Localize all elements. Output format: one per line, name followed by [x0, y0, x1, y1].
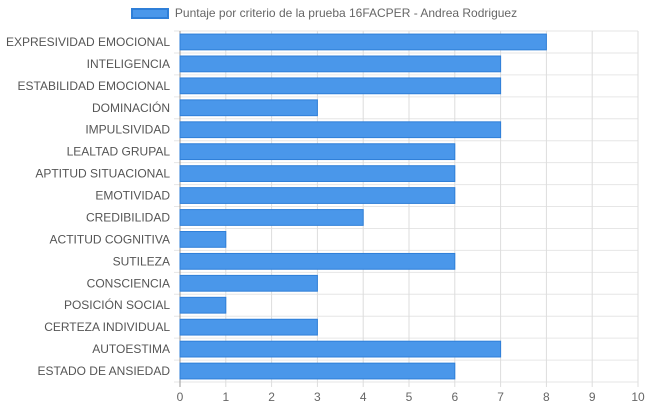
y-category-label: AUTOESTIMA	[92, 342, 170, 356]
bar	[179, 121, 502, 139]
x-tick-label: 0	[177, 390, 184, 404]
bar	[179, 274, 318, 292]
x-tick-label: 8	[543, 390, 550, 404]
bar	[179, 296, 227, 314]
y-category-label: LEALTAD GRUPAL	[67, 145, 171, 159]
y-category-label: EMOTIVIDAD	[95, 189, 170, 203]
bar	[179, 252, 456, 270]
bar	[179, 55, 502, 73]
x-tick-label: 10	[631, 390, 645, 404]
x-tick-label: 3	[314, 390, 321, 404]
bar	[179, 77, 502, 95]
y-category-label: EXPRESIVIDAD EMOCIONAL	[6, 35, 170, 49]
bar	[179, 209, 364, 226]
y-category-label: CERTEZA INDIVIDUAL	[44, 320, 170, 334]
y-category-label: IMPULSIVIDAD	[85, 123, 170, 137]
bar	[179, 187, 456, 204]
bar	[179, 99, 318, 117]
y-category-label: CREDIBILIDAD	[86, 210, 170, 224]
bar	[179, 318, 318, 336]
bar	[179, 362, 456, 380]
y-category-label: POSICIÓN SOCIAL	[64, 297, 170, 312]
bar	[179, 143, 456, 161]
x-tick-label: 2	[268, 390, 275, 404]
x-tick-label: 9	[589, 390, 596, 404]
bar	[179, 33, 547, 51]
y-category-label: ESTADO DE ANSIEDAD	[38, 364, 171, 378]
x-tick-label: 5	[406, 390, 413, 404]
bar	[179, 165, 456, 182]
legend-label: Puntaje por criterio de la prueba 16FACP…	[174, 6, 518, 20]
bar	[179, 231, 227, 248]
y-category-label: DOMINACIÓN	[92, 100, 170, 115]
y-category-label: ESTABILIDAD EMOCIONAL	[18, 79, 171, 93]
legend[interactable]: Puntaje por criterio de la prueba 16FACP…	[0, 6, 648, 20]
bar	[179, 340, 502, 358]
y-category-label: APTITUD SITUACIONAL	[35, 167, 170, 181]
y-category-label: SUTILEZA	[113, 254, 170, 268]
x-tick-label: 6	[451, 390, 458, 404]
x-tick-label: 4	[360, 390, 367, 404]
x-tick-label: 7	[497, 390, 504, 404]
legend-swatch	[130, 7, 169, 19]
y-category-label: INTELIGENCIA	[87, 57, 170, 71]
x-tick-label: 1	[222, 390, 229, 404]
y-category-label: CONSCIENCIA	[87, 276, 170, 290]
y-category-label: ACTITUD COGNITIVA	[50, 232, 170, 246]
